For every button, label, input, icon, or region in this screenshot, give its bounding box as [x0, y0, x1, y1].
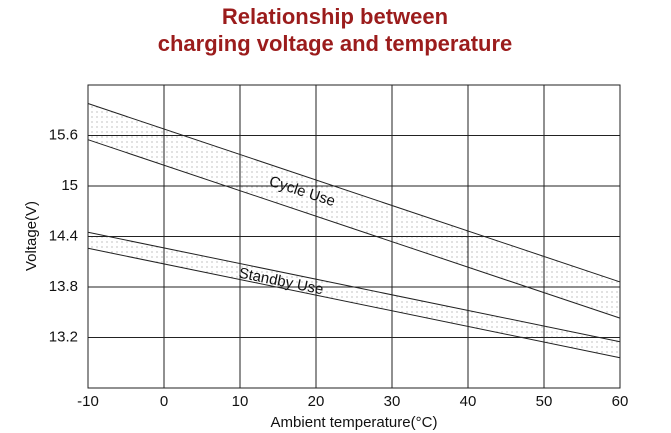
x-tick-label: 10 — [232, 393, 249, 410]
x-tick-label: 40 — [460, 393, 477, 410]
band-fill — [88, 103, 620, 319]
y-tick-label: 15.6 — [49, 126, 78, 143]
y-tick-label: 14.4 — [49, 227, 78, 244]
voltage-line — [87, 247, 621, 359]
voltage-line — [87, 231, 621, 343]
chart-title: Relationship between — [222, 4, 448, 29]
x-tick-label: 50 — [536, 393, 553, 410]
chart-title: charging voltage and temperature — [158, 31, 513, 56]
y-tick-label: 13.8 — [49, 278, 78, 295]
voltage-line — [87, 103, 621, 283]
x-tick-label: 60 — [612, 393, 629, 410]
y-tick-label: 15 — [61, 177, 78, 194]
y-axis-label: Voltage(V) — [23, 201, 40, 271]
band-annotation: Standby Use — [237, 265, 325, 299]
voltage-line — [87, 139, 621, 319]
x-tick-label: 20 — [308, 393, 325, 410]
x-tick-label: -10 — [77, 393, 99, 410]
band-fill — [88, 232, 620, 358]
y-tick-label: 13.2 — [49, 328, 78, 345]
x-tick-label: 0 — [160, 393, 168, 410]
x-axis-label: Ambient temperature(°C) — [271, 414, 438, 431]
x-tick-label: 30 — [384, 393, 401, 410]
